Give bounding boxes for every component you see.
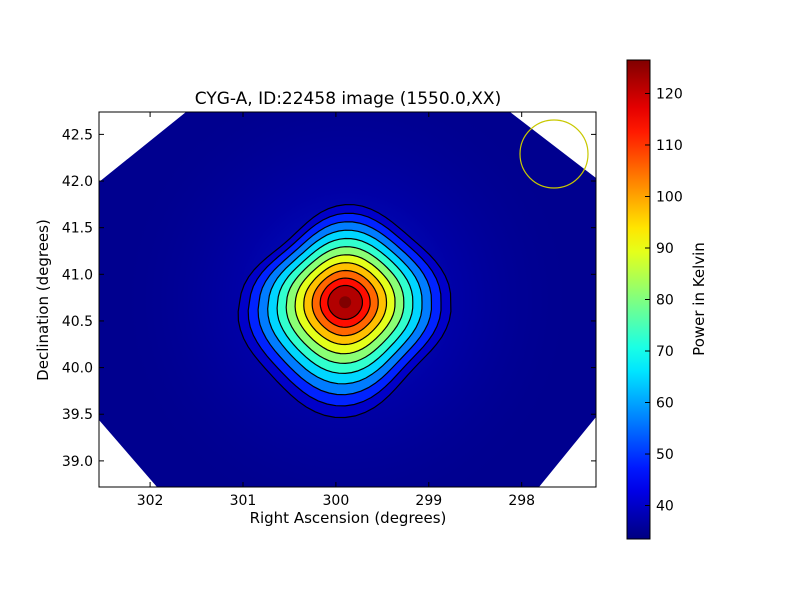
y-tick-label: 39.5 xyxy=(62,407,93,423)
contour-line xyxy=(267,229,423,385)
contour-line xyxy=(257,221,432,396)
x-tick-label: 301 xyxy=(230,493,257,509)
y-axis-label: Declination (degrees) xyxy=(34,219,52,381)
contour-line xyxy=(303,262,388,346)
colorbar-tick-label: 50 xyxy=(656,447,674,463)
colorbar-tick-label: 40 xyxy=(656,499,674,515)
colorbar-tick-label: 110 xyxy=(656,138,683,154)
x-tick-label: 299 xyxy=(415,493,442,509)
y-tick-label: 41.0 xyxy=(62,267,93,283)
peak-core xyxy=(339,296,352,309)
contour-line xyxy=(319,277,371,328)
x-axis-ticks: 302 301 300 299 298 xyxy=(137,112,535,509)
contour-line xyxy=(247,212,442,407)
x-tick-label: 298 xyxy=(508,493,535,509)
colorbar-tick-label: 100 xyxy=(656,189,683,205)
plot-frame xyxy=(98,111,597,488)
x-axis-label: Right Ascension (degrees) xyxy=(250,509,447,527)
colorbar-tick-label: 120 xyxy=(656,86,683,102)
colorbar-ticks: 40 50 60 70 80 90 100 110 120 xyxy=(645,86,683,515)
colorbar-label: Power in Kelvin xyxy=(690,242,708,356)
y-axis-ticks: 39.0 39.5 40.0 40.5 41.0 41.5 42.0 42.5 xyxy=(62,127,596,470)
y-tick-label: 40.0 xyxy=(62,361,93,377)
colorbar-tick-label: 80 xyxy=(656,293,674,309)
chart-title: CYG-A, ID:22458 image (1550.0,XX) xyxy=(195,89,501,109)
contour-line xyxy=(327,284,363,321)
y-tick-label: 39.0 xyxy=(62,454,93,470)
y-tick-label: 42.5 xyxy=(62,127,93,143)
y-tick-label: 41.5 xyxy=(62,221,93,237)
contour-line xyxy=(311,269,379,337)
contour-line xyxy=(285,246,405,365)
contour-lines xyxy=(237,203,452,419)
colorbar-tick-label: 90 xyxy=(656,241,674,257)
beam-marker xyxy=(519,119,589,189)
y-tick-label: 40.5 xyxy=(62,314,93,330)
colorbar-tick-label: 70 xyxy=(656,344,674,360)
plot-area xyxy=(99,112,596,487)
contour-line xyxy=(294,254,396,355)
contour-line xyxy=(237,203,452,419)
colorbar-tick-label: 60 xyxy=(656,396,674,412)
contour-line xyxy=(276,237,414,375)
y-tick-label: 42.0 xyxy=(62,174,93,190)
x-tick-label: 300 xyxy=(323,493,350,509)
x-tick-label: 302 xyxy=(137,493,164,509)
